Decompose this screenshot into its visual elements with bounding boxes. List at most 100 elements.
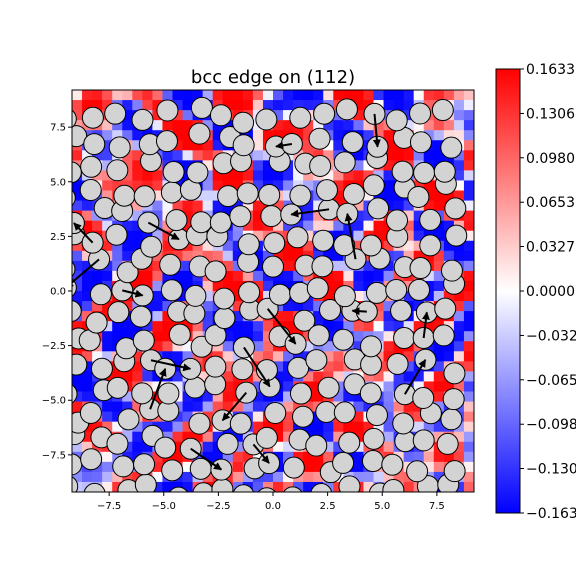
heatmap-cell — [102, 180, 113, 192]
atom-marker — [333, 401, 356, 424]
heatmap-cell — [202, 431, 214, 443]
atom-marker — [107, 301, 130, 324]
heatmap-cell — [273, 351, 284, 362]
heatmap-cell — [222, 170, 234, 182]
atom-marker — [360, 335, 383, 358]
heatmap-cell — [172, 441, 184, 453]
heatmap-cell — [393, 371, 405, 383]
heatmap-cell — [333, 270, 344, 282]
heatmap-cell — [252, 331, 264, 342]
heatmap-cell — [252, 270, 264, 282]
heatmap-cell — [283, 170, 294, 182]
atom-marker — [440, 136, 463, 159]
atom-marker — [319, 298, 342, 321]
heatmap-cell — [273, 170, 284, 182]
atom-marker — [308, 127, 331, 150]
heatmap-cell — [463, 361, 474, 372]
heatmap-cell — [273, 371, 284, 383]
heatmap-cell — [393, 90, 405, 101]
heatmap-cell — [453, 311, 465, 322]
atom-marker — [104, 102, 127, 125]
heatmap-cell — [303, 471, 314, 483]
heatmap-cell — [293, 90, 304, 101]
atom-marker — [431, 99, 454, 122]
heatmap-cell — [232, 431, 244, 443]
x-tick-label: 0.0 — [265, 501, 281, 512]
heatmap-cell — [323, 341, 334, 352]
atom-marker — [433, 160, 456, 183]
heatmap-cell — [273, 481, 284, 492]
heatmap-cell — [122, 230, 133, 242]
heatmap-cell — [132, 240, 143, 252]
heatmap-cell — [383, 381, 395, 393]
heatmap-cell — [202, 291, 214, 302]
colorbar-tick-label: −0.1633 — [526, 506, 576, 522]
heatmap-cell — [152, 270, 164, 282]
heatmap-cell — [182, 140, 194, 151]
heatmap-cell — [102, 341, 113, 352]
heatmap-cell — [132, 421, 143, 433]
atom-marker — [255, 108, 278, 131]
heatmap-cell — [383, 421, 395, 433]
heatmap-cell — [142, 371, 153, 383]
heatmap-cell — [433, 200, 445, 212]
heatmap-cell — [333, 170, 344, 182]
heatmap-cell — [323, 170, 334, 182]
heatmap-cell — [262, 150, 274, 161]
heatmap-cell — [383, 321, 395, 332]
heatmap-cell — [273, 471, 284, 483]
heatmap-cell — [252, 160, 264, 171]
heatmap-cell — [353, 170, 365, 182]
heatmap-cell — [463, 270, 474, 282]
heatmap-cell — [413, 120, 425, 131]
atom-marker — [442, 388, 465, 411]
heatmap-cell — [182, 461, 194, 473]
atom-marker — [106, 159, 129, 182]
heatmap-cell — [192, 401, 204, 413]
heatmap-cell — [142, 90, 153, 101]
atom-marker — [385, 109, 408, 132]
heatmap-cell — [102, 451, 113, 463]
atom-marker — [129, 305, 152, 328]
heatmap-cell — [283, 421, 294, 433]
atom-marker — [131, 382, 154, 405]
heatmap-cell — [313, 210, 324, 222]
heatmap-cell — [313, 90, 324, 101]
heatmap-cell — [353, 421, 365, 433]
heatmap-cell — [262, 341, 274, 352]
heatmap-cell — [102, 240, 113, 252]
heatmap-cell — [433, 190, 445, 202]
heatmap-cell — [313, 421, 324, 433]
heatmap-cell — [252, 150, 264, 161]
heatmap-cell — [363, 401, 375, 413]
heatmap-cell — [222, 100, 234, 111]
atom-marker — [204, 355, 227, 378]
atom-marker — [332, 328, 355, 351]
atom-marker — [159, 253, 182, 276]
heatmap-cell — [283, 451, 294, 463]
heatmap-cell — [353, 240, 365, 252]
atom-marker — [72, 161, 82, 184]
heatmap-cell — [252, 351, 264, 362]
heatmap-cell — [222, 120, 234, 131]
heatmap-cell — [252, 230, 264, 242]
heatmap-cell — [433, 361, 445, 372]
heatmap-cell — [262, 351, 274, 362]
atom-marker — [409, 257, 432, 280]
heatmap-cell — [433, 130, 445, 141]
heatmap-cell — [72, 401, 83, 413]
atom-marker — [133, 185, 156, 208]
heatmap-cell — [303, 230, 314, 242]
heatmap-cell — [353, 431, 365, 443]
heatmap-cell — [252, 401, 264, 413]
heatmap-cell — [463, 230, 474, 242]
heatmap-cell — [393, 401, 405, 413]
heatmap-cell — [283, 371, 294, 383]
heatmap-cell — [343, 421, 354, 433]
heatmap-cell — [453, 301, 465, 312]
heatmap-cell — [232, 270, 244, 282]
heatmap-cell — [423, 270, 435, 282]
heatmap-cell — [273, 451, 284, 463]
atom-marker — [393, 327, 416, 350]
heatmap-cell — [273, 100, 284, 111]
